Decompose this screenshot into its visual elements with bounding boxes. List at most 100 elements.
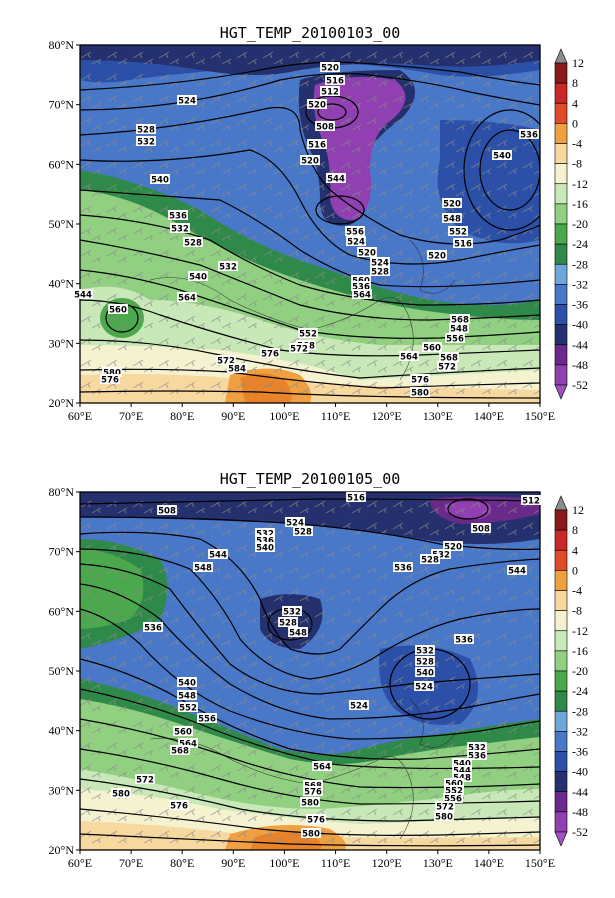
contour-label-bg [325,75,345,85]
colorbar-cap-top [554,48,568,64]
colorbar-label: -24 [572,684,588,698]
contour-label-bg [399,351,419,361]
contour-label: 560 [445,780,463,790]
colorbar-swatch [554,630,568,652]
contour-label: 576 [307,816,325,826]
contour-label-bg [448,226,468,236]
contour-label: 520 [443,200,461,210]
contour-label-bg [442,198,462,208]
lon-tick-label: 100°E [269,409,299,423]
contour-label-bg [410,387,430,397]
contour-label-bg [216,355,236,365]
contour-label-bg [136,136,156,146]
colorbar-label: -4 [572,584,582,598]
contour-label: 580 [435,813,453,823]
latitude-labels: 80°N 70°N 60°N 50°N 40°N 30°N 20°N [49,485,80,857]
contour-label: 524 [371,259,389,269]
contour-label: 564 [179,740,197,750]
contour-label-bg [422,342,442,352]
contour-label-bg [260,348,280,358]
colorbar-label: 12 [572,56,584,70]
contour-label-bg [467,742,487,752]
contour-label: 532 [432,551,450,561]
colorbar-label: -52 [572,825,588,839]
lat-tick-label: 20°N [49,843,75,857]
colorbar-swatch [554,590,568,611]
contour-label-bg [300,155,320,165]
colorbar-swatch [554,324,568,346]
contour-label: 564 [400,353,418,363]
contour-label: 576 [170,802,188,812]
contour-label: 572 [438,363,456,373]
contour-label: 556 [198,715,216,725]
contour-label: 568 [440,354,458,364]
contour-label: 560 [423,344,441,354]
contour-label-bg [439,352,459,362]
colorbar-label: -36 [572,298,588,312]
colorbar-label: -12 [572,177,588,191]
lon-tick-label: 110°E [321,856,351,870]
contour-label-bg [393,562,413,572]
contour-label: 540 [416,669,434,679]
contour-label-bg [303,780,323,790]
contour-label: 576 [304,788,322,798]
contour-label: 540 [256,544,274,554]
contour-label: 556 [444,795,462,805]
colorbar-label: -28 [572,704,588,718]
lon-tick-label: 60°E [68,409,92,423]
contour-label-bg [415,656,435,666]
colorbar-swatch [554,570,568,591]
contour-label-bg [177,677,197,687]
colorbar-swatch [554,143,568,164]
lon-tick-label: 60°E [68,856,92,870]
contour-label: 576 [101,376,119,386]
contour-label: 572 [217,357,235,367]
lat-tick-label: 40°N [49,277,75,291]
contour-label-bg [351,281,371,291]
contour-label-bg [519,129,539,139]
map-panel-top: HGT_TEMP_20100103_00 [49,24,588,423]
contour-label-bg [449,323,469,333]
contour-label-bg [492,150,512,160]
lon-tick-label: 150°E [525,409,555,423]
contour-label-bg [444,778,464,788]
contour-label: 580 [302,830,320,840]
contour-label: 536 [144,624,162,634]
contour-label: 552 [445,787,463,797]
longitude-labels: 60°E 70°E 80°E 90°E 100°E 110°E 120°E 130°E 140°… [68,850,555,870]
shaded-temperature-field [80,45,540,403]
contour-label: 532 [137,138,155,148]
colorbar-label: 4 [572,543,578,557]
contour-label-bg [306,814,326,824]
colorbar-label: 12 [572,503,584,517]
contour-label: 548 [194,564,212,574]
contour-label: 532 [468,744,486,754]
contour-label-bg [326,173,346,183]
contour-label-bg [467,750,487,760]
contour-label-bg [143,622,163,632]
contour-label: 580 [112,790,130,800]
colorbar-label: -32 [572,277,588,291]
lat-tick-label: 60°N [49,604,75,618]
colorbar-swatch [554,690,568,712]
contour-label: 556 [346,228,364,238]
contour-label-bg [285,517,305,527]
latitude-labels: 80°N 70°N 60°N 50°N 40°N 30°N 20°N [49,38,80,410]
contour-label-bg [108,304,128,314]
contour-label-bg [415,645,435,655]
colorbar-label: -24 [572,237,588,251]
colorbar-swatch [554,731,568,752]
lon-tick-label: 140°E [474,856,504,870]
contour-label: 520 [444,543,462,553]
colorbar-label: -16 [572,197,588,211]
colorbar-swatch [554,223,568,245]
contour-label: 580 [301,799,319,809]
colorbar-swatch [554,163,568,185]
lon-tick-label: 100°E [269,856,299,870]
colorbar: 12 8 4 0 -4 -8 -12 -16 -20 -24 -28 -32 -36 -40 -44 -48 -… [554,495,588,847]
contour-label-bg [303,786,323,796]
contour-label-bg [227,363,247,373]
contour-label-bg [177,292,197,302]
contour-label: 552 [299,330,317,340]
